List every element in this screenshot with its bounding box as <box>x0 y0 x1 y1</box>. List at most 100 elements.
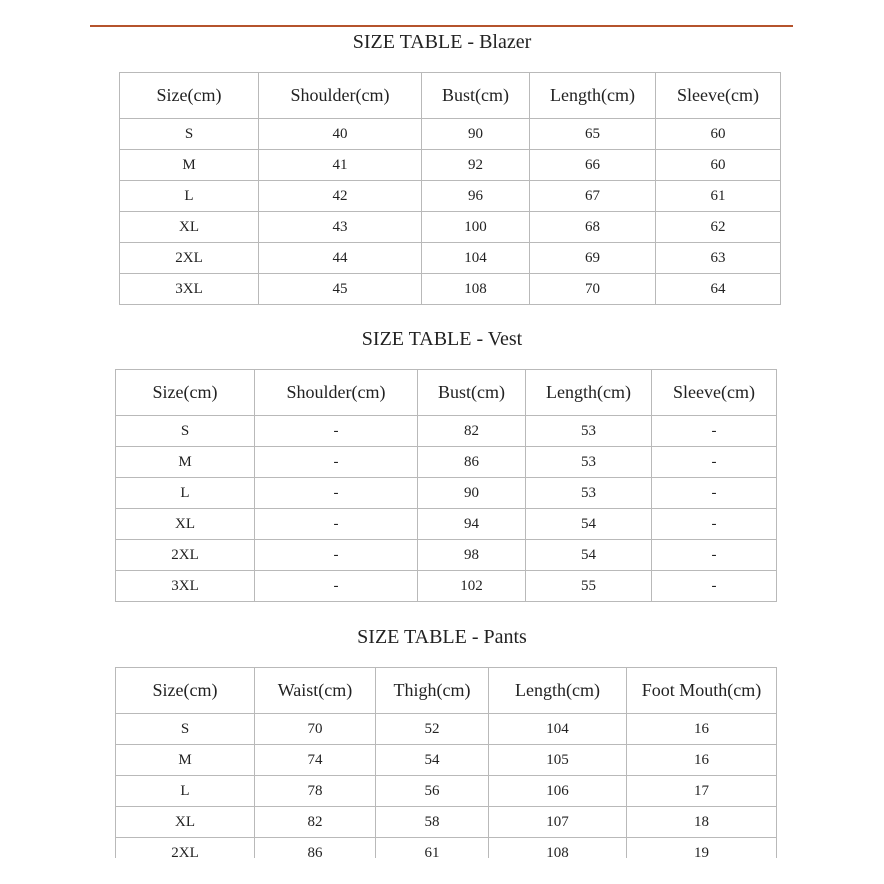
table-cell: 45 <box>258 273 422 305</box>
table-cell: 90 <box>417 477 526 509</box>
table-cell: 2XL <box>119 242 259 274</box>
table-cell: M <box>115 744 255 776</box>
table-cell: 60 <box>655 118 781 150</box>
column-header: Waist(cm) <box>254 667 376 714</box>
table-cell: - <box>254 508 418 540</box>
table-cell: 19 <box>626 837 777 858</box>
pants-size-table: Size(cm) Waist(cm) Thigh(cm) Length(cm) Foot… <box>115 667 777 858</box>
table-cell: 3XL <box>115 570 255 602</box>
table-cell: 69 <box>529 242 656 274</box>
table-cell: L <box>115 775 255 807</box>
table-cell: 96 <box>421 180 530 212</box>
table-cell: 52 <box>375 713 489 745</box>
table-cell: 54 <box>375 744 489 776</box>
table-cell: 61 <box>375 837 489 858</box>
table-cell: 42 <box>258 180 422 212</box>
table-cell: 107 <box>488 806 627 838</box>
table-cell: 74 <box>254 744 376 776</box>
table-cell: 68 <box>529 211 656 243</box>
table-row: XL 82 58 107 18 <box>115 806 777 838</box>
column-header: Sleeve(cm) <box>655 72 781 119</box>
table-row: S -82 53- <box>115 415 777 447</box>
top-divider <box>90 25 793 27</box>
blazer-size-table: Size(cm) Shoulder(cm) Bust(cm) Length(cm) Sl… <box>119 72 781 305</box>
table-cell: 60 <box>655 149 781 181</box>
table-cell: 54 <box>525 539 652 571</box>
column-header: Shoulder(cm) <box>254 369 418 416</box>
table-cell: M <box>119 149 259 181</box>
table-cell: S <box>115 415 255 447</box>
table-cell: 16 <box>626 744 777 776</box>
table-row: S 70 52 104 16 <box>115 713 777 745</box>
table-cell: 78 <box>254 775 376 807</box>
table-cell: - <box>651 477 777 509</box>
table-cell: 70 <box>529 273 656 305</box>
column-header: Length(cm) <box>525 369 652 416</box>
column-header: Size(cm) <box>119 72 259 119</box>
column-header: Bust(cm) <box>421 72 530 119</box>
column-header: Length(cm) <box>488 667 627 714</box>
table-cell: 86 <box>417 446 526 478</box>
table-cell: M <box>115 446 255 478</box>
table-cell: 2XL <box>115 837 255 858</box>
table-cell: 17 <box>626 775 777 807</box>
header-row: Size(cm) Shoulder(cm) Bust(cm) Length(cm) Sl… <box>119 72 781 119</box>
table-cell: L <box>115 477 255 509</box>
table-row: M 41 92 66 60 <box>119 149 781 181</box>
table-row: 3XL 45 108 70 64 <box>119 273 781 305</box>
column-header: Size(cm) <box>115 369 255 416</box>
table-cell: 70 <box>254 713 376 745</box>
table-cell: S <box>119 118 259 150</box>
table-cell: 64 <box>655 273 781 305</box>
header-row: Size(cm) Shoulder(cm) Bust(cm) Length(cm) Sl… <box>115 369 777 416</box>
table-cell: 104 <box>421 242 530 274</box>
table-cell: 102 <box>417 570 526 602</box>
table-row: XL -94 54- <box>115 508 777 540</box>
table-row: 2XL -98 54- <box>115 539 777 571</box>
table-cell: XL <box>119 211 259 243</box>
table-cell: 53 <box>525 477 652 509</box>
table-cell: 53 <box>525 446 652 478</box>
table-row: S 40 90 65 60 <box>119 118 781 150</box>
table-cell: 106 <box>488 775 627 807</box>
table-row: L -90 53- <box>115 477 777 509</box>
table-cell: 94 <box>417 508 526 540</box>
column-header: Size(cm) <box>115 667 255 714</box>
table-cell: 100 <box>421 211 530 243</box>
table-cell: - <box>651 539 777 571</box>
pants-title: SIZE TABLE - Pants <box>357 626 527 648</box>
table-cell: - <box>254 539 418 571</box>
table-cell: 82 <box>254 806 376 838</box>
table-cell: 54 <box>525 508 652 540</box>
table-cell: 82 <box>417 415 526 447</box>
table-row: L 78 56 106 17 <box>115 775 777 807</box>
table-cell: XL <box>115 508 255 540</box>
column-header: Foot Mouth(cm) <box>626 667 777 714</box>
table-cell: 55 <box>525 570 652 602</box>
table-row: M 74 54 105 16 <box>115 744 777 776</box>
column-header: Thigh(cm) <box>375 667 489 714</box>
table-cell: - <box>254 477 418 509</box>
table-cell: 40 <box>258 118 422 150</box>
table-cell: 2XL <box>115 539 255 571</box>
table-cell: S <box>115 713 255 745</box>
table-cell: 66 <box>529 149 656 181</box>
table-cell: XL <box>115 806 255 838</box>
table-row: M -86 53- <box>115 446 777 478</box>
table-cell: 92 <box>421 149 530 181</box>
column-header: Bust(cm) <box>417 369 526 416</box>
table-cell: - <box>254 415 418 447</box>
table-row: 2XL 86 61 108 19 <box>115 837 777 858</box>
table-cell: 3XL <box>119 273 259 305</box>
table-cell: 41 <box>258 149 422 181</box>
table-cell: 58 <box>375 806 489 838</box>
table-row: L 42 96 67 61 <box>119 180 781 212</box>
vest-title: SIZE TABLE - Vest <box>361 328 523 350</box>
vest-size-table: Size(cm) Shoulder(cm) Bust(cm) Length(cm) Sl… <box>115 369 777 602</box>
table-cell: 104 <box>488 713 627 745</box>
table-cell: L <box>119 180 259 212</box>
table-cell: 65 <box>529 118 656 150</box>
table-cell: - <box>651 446 777 478</box>
column-header: Length(cm) <box>529 72 656 119</box>
table-cell: 56 <box>375 775 489 807</box>
